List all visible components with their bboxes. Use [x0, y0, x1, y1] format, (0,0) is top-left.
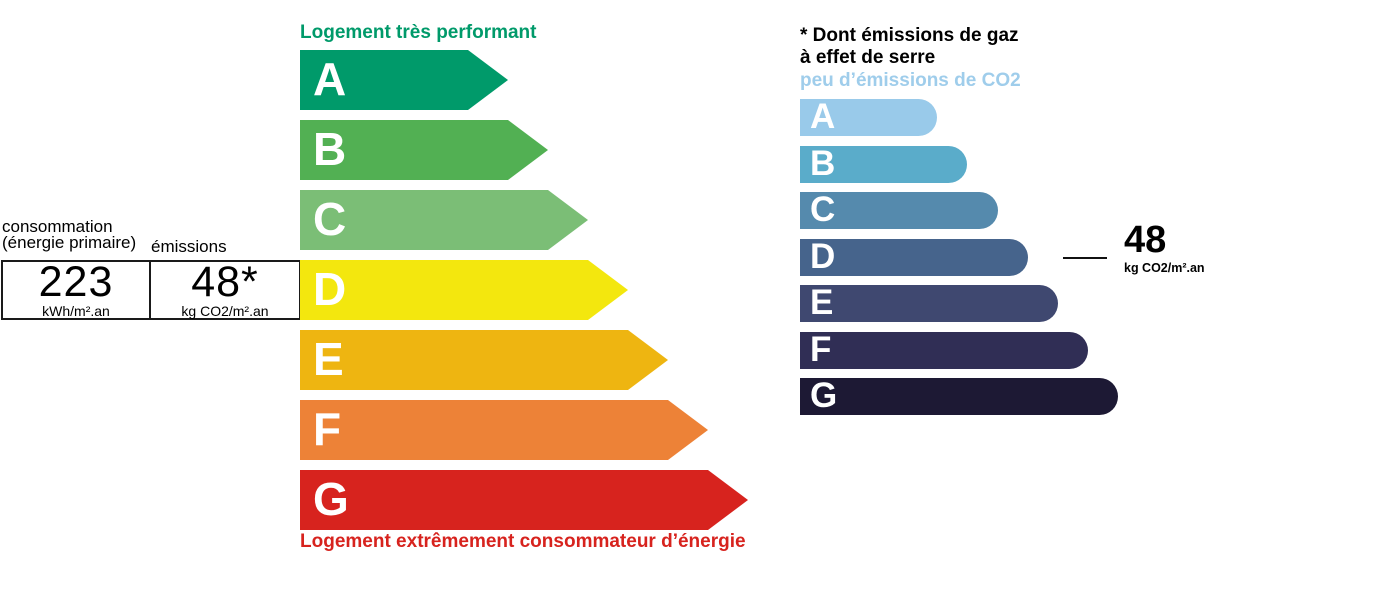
- energy-class-f-arrow: F: [300, 400, 708, 460]
- co2-class-letter: G: [810, 376, 838, 415]
- consumption-value-cell: 223 kWh/m².an: [3, 257, 151, 319]
- co2-class-d-bar: D: [800, 236, 1028, 276]
- co2-class-letter: E: [810, 283, 834, 322]
- emissions-value-cell: 48* kg CO2/m².an: [151, 257, 299, 319]
- energy-class-letter: F: [313, 403, 342, 455]
- energy-class-e-arrow: E: [300, 330, 668, 390]
- energy-class-d-arrow: D: [300, 260, 628, 320]
- co2-class-g-bar: G: [800, 378, 1118, 415]
- energy-class-letter: D: [313, 263, 347, 315]
- energy-bottom-label: Logement extrêmement consommateur d’éner…: [300, 531, 746, 552]
- co2-class-a-bar: A: [800, 99, 937, 136]
- co2-note: * Dont émissions de gaz à effet de serre: [800, 25, 1019, 69]
- energy-class-letter: A: [313, 53, 347, 105]
- co2-class-c-bar: C: [800, 192, 998, 229]
- emissions-value: 48*: [191, 257, 259, 306]
- consumption-label-line1: consommation: [2, 217, 113, 236]
- values-box: 223 kWh/m².an 48* kg CO2/m².an: [1, 260, 301, 320]
- co2-class-letter: B: [810, 143, 836, 183]
- emissions-label: émissions: [151, 237, 227, 256]
- energy-class-letter: G: [313, 473, 349, 525]
- energy-top-label: Logement très performant: [300, 22, 537, 43]
- co2-class-f-bar: F: [800, 329, 1088, 369]
- co2-note-line2: à effet de serre: [800, 47, 936, 68]
- co2-indicator-value: 48: [1124, 219, 1167, 261]
- emissions-unit: kg CO2/m².an: [181, 302, 269, 319]
- consumption-label-line2: (énergie primaire): [2, 233, 137, 252]
- co2-indicator-line: [1063, 257, 1107, 259]
- consumption-label: consommation (énergie primaire): [2, 217, 137, 252]
- co2-class-letter: F: [810, 329, 832, 369]
- energy-class-letter: C: [313, 193, 347, 245]
- co2-indicator-unit: kg CO2/m².an: [1124, 261, 1205, 275]
- energy-class-b-arrow: B: [300, 120, 548, 180]
- co2-note-line1: * Dont émissions de gaz: [800, 25, 1019, 46]
- co2-class-b-bar: B: [800, 143, 967, 183]
- energy-class-a-arrow: A: [300, 50, 508, 110]
- co2-class-letter: C: [810, 190, 836, 229]
- co2-class-letter: D: [810, 236, 836, 276]
- co2-class-letter: A: [810, 97, 836, 136]
- consumption-unit: kWh/m².an: [42, 302, 110, 319]
- co2-subtitle: peu d’émissions de CO2: [800, 70, 1021, 91]
- energy-class-c-arrow: C: [300, 190, 588, 250]
- energy-class-g-arrow: G: [300, 470, 748, 530]
- energy-class-letter: E: [313, 333, 344, 385]
- energy-class-letter: B: [313, 123, 347, 175]
- consumption-value: 223: [38, 257, 114, 306]
- co2-class-e-bar: E: [800, 285, 1058, 322]
